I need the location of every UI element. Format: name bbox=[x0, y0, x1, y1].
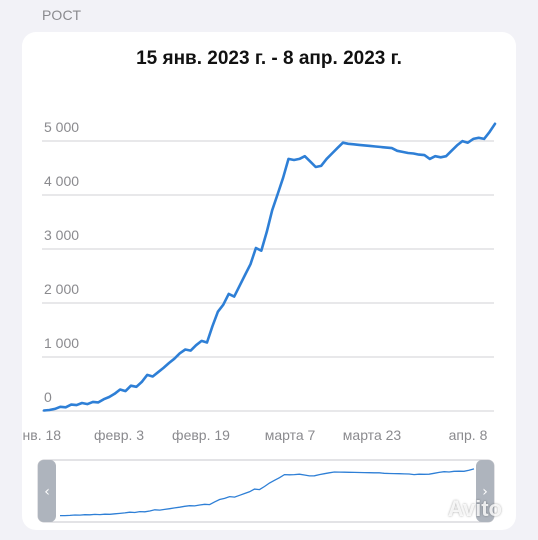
avito-watermark: Avito bbox=[447, 496, 502, 521]
y-tick-label: 4 000 bbox=[44, 173, 79, 189]
grid-lines bbox=[42, 140, 494, 412]
x-tick-label: апр. 8 bbox=[449, 427, 488, 443]
y-tick-label: 0 bbox=[44, 389, 52, 405]
navigator-right-handle[interactable]: › bbox=[476, 460, 494, 522]
navigator-series-line bbox=[60, 468, 475, 517]
y-axis-labels: 0 1 000 2 000 3 000 4 000 5 000 bbox=[44, 119, 79, 405]
x-tick-label: февр. 19 bbox=[172, 427, 230, 443]
x-tick-label: янв. 18 bbox=[22, 427, 61, 443]
y-tick-label: 2 000 bbox=[44, 281, 79, 297]
x-tick-label: марта 23 bbox=[343, 427, 402, 443]
range-navigator[interactable]: ‹ › bbox=[37, 459, 495, 523]
y-tick-label: 5 000 bbox=[44, 119, 79, 135]
section-label: РОСТ bbox=[42, 7, 82, 23]
chart-card: 15 янв. 2023 г. - 8 апр. 2023 г. 0 1 000 2… bbox=[22, 32, 516, 530]
x-axis-labels: янв. 18 февр. 3 февр. 19 марта 7 марта 23 апр… bbox=[22, 427, 488, 443]
chevron-left-icon: ‹ bbox=[44, 484, 50, 500]
chevron-right-icon: › bbox=[482, 484, 488, 500]
series-line bbox=[42, 122, 497, 412]
y-tick-label: 3 000 bbox=[44, 227, 79, 243]
navigator-left-handle[interactable]: ‹ bbox=[38, 460, 56, 522]
y-tick-label: 1 000 bbox=[44, 335, 79, 351]
chart-title: 15 янв. 2023 г. - 8 апр. 2023 г. bbox=[136, 48, 402, 69]
growth-chart: 0 1 000 2 000 3 000 4 000 5 000 янв. 18 февр. … bbox=[22, 119, 497, 523]
x-tick-label: марта 7 bbox=[265, 427, 316, 443]
x-tick-label: февр. 3 bbox=[94, 427, 144, 443]
